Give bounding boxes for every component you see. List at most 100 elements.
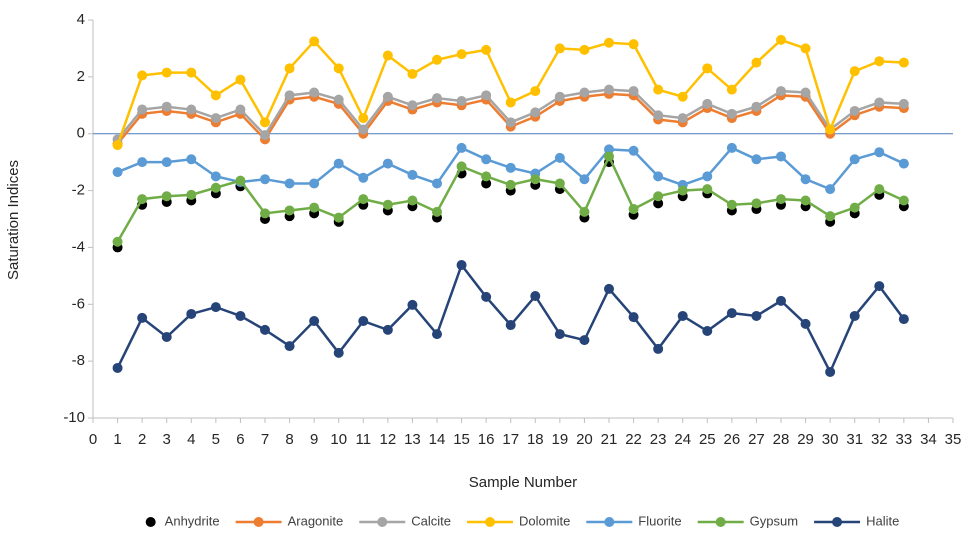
data-point	[554, 43, 565, 54]
data-point	[407, 299, 418, 310]
x-tick-label: 33	[896, 431, 913, 448]
x-tick-label: 1	[113, 431, 121, 448]
data-point	[849, 310, 860, 321]
legend-marker	[715, 517, 726, 527]
data-point	[407, 100, 418, 111]
x-tick-label: 35	[945, 431, 962, 448]
data-point	[358, 172, 369, 183]
data-point	[653, 343, 664, 354]
data-point	[260, 117, 270, 128]
data-point	[776, 295, 786, 306]
data-point	[186, 104, 197, 115]
data-point	[751, 57, 762, 68]
data-point	[579, 206, 590, 217]
data-point	[358, 113, 369, 124]
legend-marker	[485, 517, 496, 527]
x-tick-label: 8	[285, 431, 293, 448]
data-point	[579, 87, 590, 98]
data-point	[260, 208, 270, 219]
data-point	[628, 86, 639, 97]
data-point	[112, 236, 123, 247]
x-tick-label: 7	[261, 431, 269, 448]
x-tick-label: 14	[429, 431, 446, 448]
data-point	[579, 174, 590, 185]
data-point	[186, 154, 197, 165]
data-point	[530, 86, 541, 97]
y-tick-label: 2	[77, 68, 85, 85]
x-tick-label: 4	[187, 431, 195, 448]
x-tick-label: 16	[478, 431, 495, 448]
data-point	[161, 331, 172, 342]
legend-marker	[377, 517, 388, 527]
data-point	[800, 87, 811, 98]
data-point	[751, 101, 762, 112]
data-point	[284, 205, 295, 216]
data-point	[800, 174, 811, 185]
data-point	[702, 98, 713, 109]
legend-label: Dolomite	[519, 513, 570, 528]
data-point	[284, 178, 295, 189]
data-point	[309, 178, 320, 189]
data-point	[456, 96, 467, 107]
data-point	[677, 91, 688, 102]
data-point	[874, 97, 885, 108]
data-point	[702, 326, 713, 337]
data-point	[161, 157, 172, 168]
data-point	[653, 198, 664, 209]
data-point	[505, 320, 516, 331]
data-point	[137, 70, 148, 81]
data-point	[874, 184, 885, 195]
x-tick-label: 18	[527, 431, 544, 448]
x-tick-label: 27	[748, 431, 765, 448]
data-point	[358, 316, 369, 327]
data-point	[702, 63, 713, 74]
data-point	[751, 154, 762, 165]
data-point	[554, 329, 565, 340]
data-point	[432, 93, 442, 104]
data-point	[186, 308, 197, 319]
data-point	[112, 362, 123, 373]
data-point	[849, 202, 860, 213]
data-point	[333, 212, 344, 223]
x-tick-label: 10	[330, 431, 347, 448]
data-point	[604, 84, 614, 95]
data-point	[309, 202, 320, 213]
data-point	[382, 199, 393, 210]
data-point	[260, 130, 270, 141]
x-tick-label: 12	[380, 431, 397, 448]
data-point	[776, 86, 786, 97]
data-point	[505, 97, 516, 108]
legend-label: Halite	[866, 513, 899, 528]
x-tick-label: 30	[822, 431, 839, 448]
data-point	[653, 191, 664, 202]
x-tick-label: 17	[502, 431, 519, 448]
x-tick-label: 20	[576, 431, 593, 448]
data-point	[554, 91, 565, 102]
data-point	[210, 90, 221, 101]
data-point	[800, 318, 811, 329]
data-point	[554, 178, 565, 189]
x-tick-label: 9	[310, 431, 318, 448]
data-point	[456, 260, 467, 271]
y-tick-label: -10	[63, 409, 85, 426]
data-point	[653, 171, 664, 182]
data-point	[210, 302, 221, 313]
data-point	[407, 169, 418, 180]
data-point	[235, 74, 246, 85]
y-tick-label: 4	[77, 11, 85, 28]
data-point	[726, 108, 737, 119]
data-point	[849, 154, 860, 165]
data-point	[825, 211, 836, 222]
data-point	[407, 69, 418, 80]
x-tick-label: 22	[625, 431, 642, 448]
data-point	[137, 104, 148, 115]
legend-label: Gypsum	[750, 513, 798, 528]
data-point	[874, 56, 885, 67]
data-point	[505, 117, 516, 128]
data-point	[456, 49, 467, 60]
x-tick-label: 23	[650, 431, 667, 448]
x-tick-label: 26	[724, 431, 741, 448]
x-tick-label: 29	[797, 431, 814, 448]
data-point	[530, 174, 541, 185]
